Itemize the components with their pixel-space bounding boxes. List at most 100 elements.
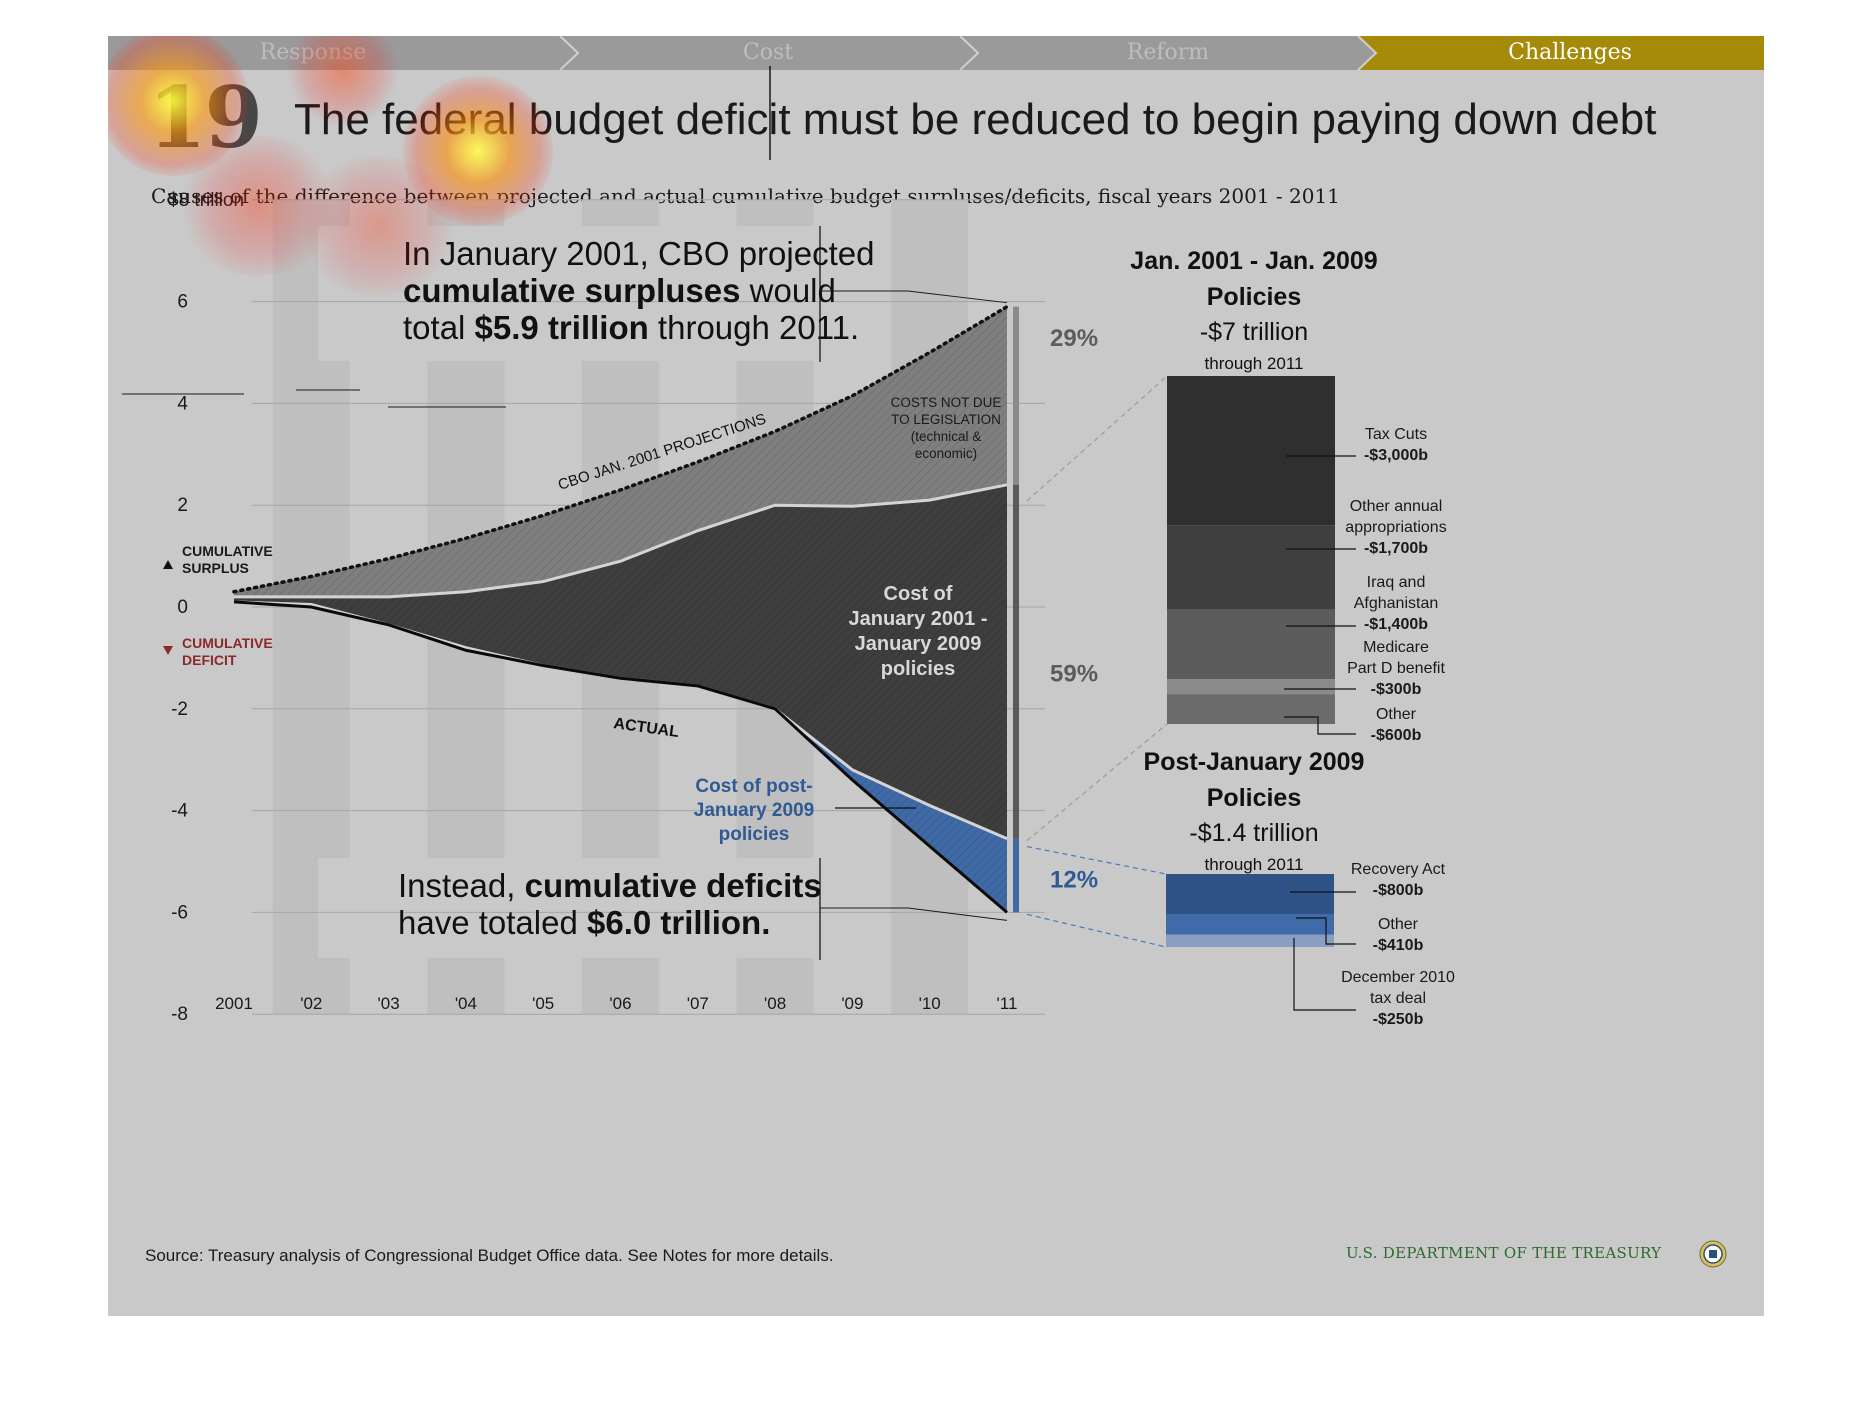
annotation-top-line-part-2: through 2011. [649,309,859,346]
annotation-bottom-leader [820,907,1008,921]
area-label-2001-2009: policies [881,658,955,680]
annotation-bottom-backdrop [318,858,838,958]
x-tick-label: '02 [300,994,322,1013]
annotation-bottom-line: have totaled $6.0 trillion. [398,904,770,941]
panel-pre2009-category-label: Afghanistan [1354,595,1439,612]
x-tick-label: '07 [687,994,709,1013]
panel-post2009-category-label: tax deal [1370,990,1426,1007]
actual-line [233,600,1008,914]
panel-post2009-total: -$1.4 trillion [1189,819,1318,847]
panel-pre2009-title: Jan. 2001 - Jan. 2009 [1130,247,1377,275]
panel-post2009-category-label: Other [1378,916,1419,933]
annotation-top-line-part-0: cumulative surpluses [403,272,740,309]
nav-divider-chevron-2 [959,36,980,70]
panel-pre2009-through: through 2011 [1205,354,1304,373]
y-tick-label: 0 [177,597,188,618]
panel-post2009-category-label: December 2010 [1341,969,1455,986]
panel-post2009-value-label: -$800b [1373,882,1424,899]
annotation-top-line: cumulative surpluses would [403,272,836,309]
panel-post2009-title: Post-January 2009 [1144,748,1365,776]
share-bar-policies [1013,484,1019,839]
annotation-bottom-line-part-0: have totaled [398,904,587,941]
panel-pre2009-segment [1167,679,1335,695]
nav-tab-shape-2[interactable] [960,36,1376,70]
nav-divider-chevron-3 [1357,36,1378,70]
tab-reform[interactable]: Reform [1126,40,1210,65]
percent-label-technical: 29% [1050,325,1098,352]
panel-pre2009-title: Policies [1207,283,1302,311]
y-tick-label: -6 [171,902,188,923]
area-label-2001-2009: January 2001 - [849,608,988,630]
area-label-2001-2009: January 2009 [855,633,982,655]
panel-post2009-category-label: Recovery Act [1351,861,1446,878]
y-tick-label: 2 [177,495,188,516]
panel-post2009-through: through 2011 [1205,855,1304,874]
panel-pre2009-value-label: -$1,700b [1364,540,1428,557]
x-tick-label: '08 [764,994,786,1013]
y-tick-label: -8 [171,1004,188,1025]
annotation-bottom-line: Instead, cumulative deficits [398,867,822,904]
share-bar-technical [1013,306,1019,485]
panel-pre2009-category-label: Part D benefit [1347,660,1445,677]
x-tick-label: '09 [841,994,863,1013]
connector-post2009-bottom [1026,913,1167,948]
panel-pre2009-value-label: -$300b [1371,681,1422,698]
panel-post2009-segment [1166,874,1334,914]
area-2001-2009-hatch [234,484,1007,839]
area-technical-hatch [234,306,1007,597]
area-label-technical: (technical & [911,429,982,444]
y-tick-label: -4 [171,801,188,822]
annotation-top-line-part-0: total [403,309,475,346]
area-label-technical: TO LEGISLATION [891,412,1001,427]
annotation-bottom-line-part-0: Instead, [398,867,525,904]
panel-pre2009-category-label: Other annual [1350,498,1443,515]
annotation-top-line-part-1: would [740,272,835,309]
legend-surplus-label: CUMULATIVE [182,543,273,559]
surplus-triangle-icon [163,560,173,569]
panel-post2009-value-label: -$410b [1373,937,1424,954]
x-tick-label: '05 [532,994,554,1013]
y-tick-label: -2 [171,699,188,720]
treasury-seal-icon [1699,1240,1727,1268]
connector-post2009-top [1026,846,1167,875]
area-label-technical: economic) [915,446,977,461]
legend-deficit-label: CUMULATIVE [182,635,273,651]
x-tick-label: '03 [378,994,400,1013]
panel-pre2009-total: -$7 trillion [1200,318,1308,346]
y-tick-label: 6 [177,292,188,313]
share-bar-post-2009 [1013,838,1019,913]
annotation-bottom-line-part-1: $6.0 trillion. [587,904,770,941]
panel-pre2009-segment [1167,609,1335,680]
connector-pre2009-bottom [1026,723,1168,842]
panel-post2009-title: Policies [1207,784,1302,812]
annotation-top-leader [820,290,1008,304]
x-tick-label: '10 [919,994,941,1013]
tab-cost[interactable]: Cost [742,40,794,65]
panel-pre2009-category-label: Medicare [1363,639,1429,656]
nav-divider-chevron-1 [559,36,580,70]
panel-pre2009-category-label: Tax Cuts [1365,426,1427,443]
annotation-top-backdrop [318,226,838,361]
area-label-post-2009: policies [719,824,790,845]
nav-tab-shape-3[interactable] [1358,36,1764,70]
boundary-line-technical [234,483,1008,599]
panel-pre2009-value-label: -$1,400b [1364,616,1428,633]
panel-pre2009-segment [1167,525,1335,610]
panel-pre2009-value-label: -$3,000b [1364,447,1428,464]
y-tick-label: $8 trillion [168,190,244,211]
nav-tab-shape-1[interactable] [560,36,978,70]
tab-response[interactable]: Response [259,40,367,65]
panel-post2009-segment [1166,914,1334,935]
projection-line [232,304,1009,594]
annotation-top-line-part-1: $5.9 trillion [475,309,649,346]
panel-pre2009-leader [1284,716,1356,735]
annotation-top-line: total $5.9 trillion through 2011. [403,309,859,346]
tab-challenges[interactable]: Challenges [1508,40,1632,65]
x-tick-label: '04 [455,994,477,1013]
agency-name: U.S. DEPARTMENT OF THE TREASURY [1346,1244,1662,1262]
panel-post2009-value-label: -$250b [1373,1011,1424,1028]
panel-pre2009-category-label: Other [1376,706,1417,723]
x-tick-label: '11 [997,994,1018,1013]
area-label-post-2009: Cost of post- [695,776,812,797]
panel-pre2009-category-label: Iraq and [1367,574,1426,591]
